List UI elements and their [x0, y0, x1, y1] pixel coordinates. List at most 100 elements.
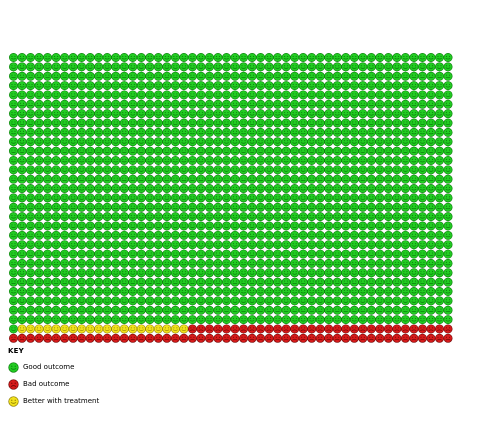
- bad-outcome-icon: [417, 333, 427, 343]
- good-outcome-icon: [196, 81, 206, 91]
- bad-outcome-icon: [392, 324, 402, 334]
- good-outcome-icon: [409, 296, 419, 306]
- good-outcome-icon: [290, 277, 300, 287]
- better-outcome-icon: [102, 324, 112, 334]
- good-outcome-icon: [332, 99, 342, 109]
- good-outcome-icon: [273, 268, 283, 278]
- good-outcome-icon: [341, 81, 351, 91]
- good-outcome-icon: [400, 202, 410, 212]
- good-outcome-icon: [85, 240, 95, 250]
- good-outcome-icon: [239, 277, 249, 287]
- good-outcome-icon: [119, 221, 129, 231]
- good-outcome-icon: [9, 99, 18, 109]
- good-outcome-icon: [324, 53, 334, 62]
- good-outcome-icon: [358, 268, 368, 278]
- good-outcome-icon: [222, 99, 231, 109]
- good-outcome-icon: [136, 137, 146, 147]
- good-outcome-icon: [60, 315, 70, 325]
- good-outcome-icon: [341, 305, 351, 315]
- good-outcome-icon: [111, 137, 121, 147]
- good-outcome-icon: [392, 62, 402, 72]
- good-outcome-icon: [256, 53, 266, 62]
- good-outcome-icon: [264, 71, 274, 81]
- good-outcome-icon: [230, 71, 240, 81]
- good-outcome-icon: [392, 53, 402, 62]
- bad-outcome-icon: [247, 324, 257, 334]
- good-outcome-icon: [366, 71, 376, 81]
- good-outcome-icon: [366, 230, 376, 240]
- good-outcome-icon: [256, 240, 266, 250]
- good-outcome-icon: [162, 90, 172, 100]
- good-outcome-icon: [34, 90, 44, 100]
- good-outcome-icon: [435, 202, 444, 212]
- good-outcome-icon: [145, 212, 155, 222]
- good-outcome-icon: [68, 184, 78, 194]
- good-outcome-icon: [68, 221, 78, 231]
- good-outcome-icon: [307, 268, 317, 278]
- good-outcome-icon: [256, 315, 266, 325]
- good-outcome-icon: [162, 118, 172, 128]
- bad-outcome-icon: [383, 333, 393, 343]
- good-outcome-icon: [51, 212, 61, 222]
- good-outcome-icon: [290, 90, 300, 100]
- good-outcome-icon: [247, 71, 257, 81]
- good-outcome-icon: [196, 146, 206, 156]
- good-outcome-icon: [375, 202, 385, 212]
- good-outcome-icon: [443, 118, 453, 128]
- good-outcome-icon: [392, 221, 402, 231]
- good-outcome-icon: [426, 249, 436, 259]
- good-outcome-icon: [68, 71, 78, 81]
- good-outcome-icon: [68, 99, 78, 109]
- good-outcome-icon: [298, 127, 308, 137]
- good-outcome-icon: [435, 277, 444, 287]
- good-outcome-icon: [51, 305, 61, 315]
- good-outcome-icon: [324, 305, 334, 315]
- good-outcome-icon: [153, 305, 163, 315]
- good-outcome-icon: [94, 230, 104, 240]
- good-outcome-icon: [298, 221, 308, 231]
- good-outcome-icon: [26, 53, 36, 62]
- good-outcome-icon: [375, 193, 385, 203]
- good-outcome-icon: [128, 249, 138, 259]
- good-outcome-icon: [290, 230, 300, 240]
- good-outcome-icon: [247, 221, 257, 231]
- good-outcome-icon: [17, 71, 27, 81]
- good-outcome-icon: [43, 155, 53, 165]
- good-outcome-icon: [230, 137, 240, 147]
- good-outcome-icon: [204, 184, 214, 194]
- good-outcome-icon: [9, 277, 18, 287]
- good-outcome-icon: [187, 90, 197, 100]
- good-outcome-icon: [68, 62, 78, 72]
- good-outcome-icon: [77, 127, 87, 137]
- good-outcome-icon: [179, 240, 189, 250]
- good-outcome-icon: [136, 118, 146, 128]
- good-outcome-icon: [77, 81, 87, 91]
- good-outcome-icon: [9, 137, 18, 147]
- good-outcome-icon: [222, 53, 231, 62]
- bad-outcome-icon: [230, 324, 240, 334]
- good-outcome-icon: [298, 109, 308, 119]
- good-outcome-icon: [290, 174, 300, 184]
- good-outcome-icon: [417, 174, 427, 184]
- good-outcome-icon: [315, 146, 325, 156]
- good-outcome-icon: [349, 305, 359, 315]
- good-outcome-icon: [409, 268, 419, 278]
- good-outcome-icon: [102, 268, 112, 278]
- good-outcome-icon: [247, 268, 257, 278]
- good-outcome-icon: [341, 174, 351, 184]
- good-outcome-icon: [417, 193, 427, 203]
- good-outcome-icon: [298, 184, 308, 194]
- good-outcome-icon: [26, 165, 36, 175]
- good-outcome-icon: [102, 249, 112, 259]
- good-outcome-icon: [417, 127, 427, 137]
- good-outcome-icon: [239, 62, 249, 72]
- good-outcome-icon: [213, 202, 223, 212]
- good-outcome-icon: [392, 71, 402, 81]
- good-outcome-icon: [136, 193, 146, 203]
- good-outcome-icon: [17, 277, 27, 287]
- good-outcome-icon: [341, 193, 351, 203]
- better-outcome-icon: [17, 324, 27, 334]
- good-outcome-icon: [51, 268, 61, 278]
- good-outcome-icon: [264, 99, 274, 109]
- good-outcome-icon: [196, 184, 206, 194]
